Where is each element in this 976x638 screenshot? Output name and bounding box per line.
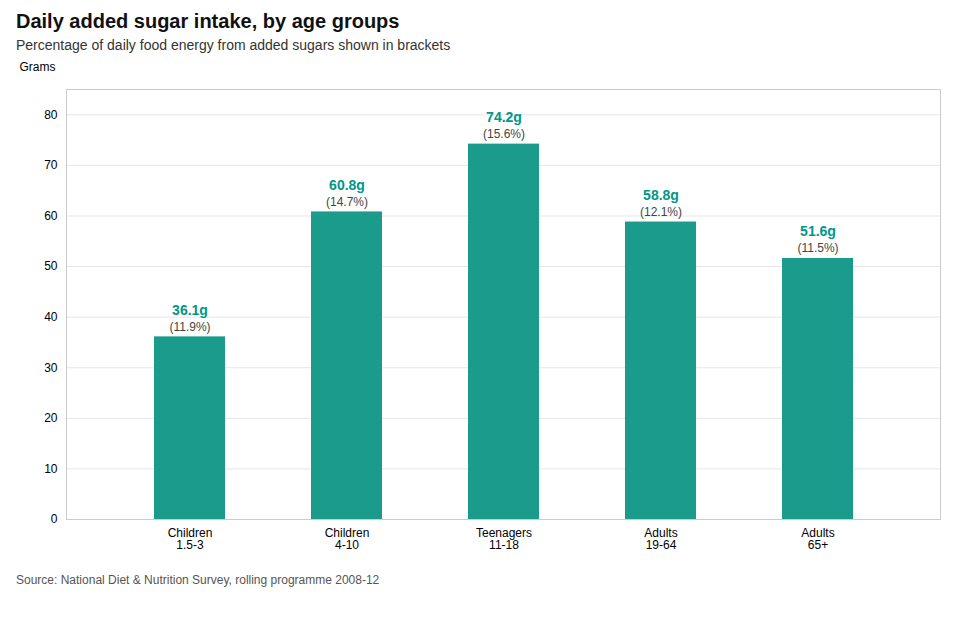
svg-text:60.8g: 60.8g — [329, 177, 365, 193]
svg-text:(12.1%): (12.1%) — [640, 205, 682, 219]
svg-text:36.1g: 36.1g — [172, 302, 208, 318]
svg-text:30: 30 — [44, 361, 58, 375]
svg-text:(15.6%): (15.6%) — [483, 127, 525, 141]
svg-text:Children4-10: Children4-10 — [325, 526, 370, 552]
svg-text:Adults19-64: Adults19-64 — [644, 526, 677, 552]
svg-text:(14.7%): (14.7%) — [326, 195, 368, 209]
svg-text:80: 80 — [44, 108, 58, 122]
html-text:Percentage of daily food energ: Percentage of daily food energy from add… — [16, 37, 451, 53]
svg-text:60: 60 — [44, 209, 58, 223]
svg-text:0: 0 — [51, 512, 58, 526]
svg-text:40: 40 — [44, 310, 58, 324]
svg-text:Teenagers11-18: Teenagers11-18 — [476, 526, 532, 552]
svg-text:58.8g: 58.8g — [643, 187, 679, 203]
svg-text:20: 20 — [44, 411, 58, 425]
svg-text:50: 50 — [44, 259, 58, 273]
svg-text:70: 70 — [44, 158, 58, 172]
svg-text:Children1.5-3: Children1.5-3 — [168, 526, 213, 552]
svg-text:(11.5%): (11.5%) — [797, 241, 838, 255]
html-text:Daily added sugar intake, by a: Daily added sugar intake, by age groups — [16, 10, 400, 32]
html-text:Source: National Diet & Nutrit: Source: National Diet & Nutrition Survey… — [16, 573, 380, 587]
svg-text:(11.9%): (11.9%) — [169, 320, 210, 334]
svg-text:51.6g: 51.6g — [800, 223, 836, 239]
svg-text:74.2g: 74.2g — [486, 109, 522, 125]
svg-text:Adults65+: Adults65+ — [801, 526, 834, 552]
svg-text:Grams: Grams — [20, 60, 56, 74]
svg-text:10: 10 — [44, 462, 58, 476]
